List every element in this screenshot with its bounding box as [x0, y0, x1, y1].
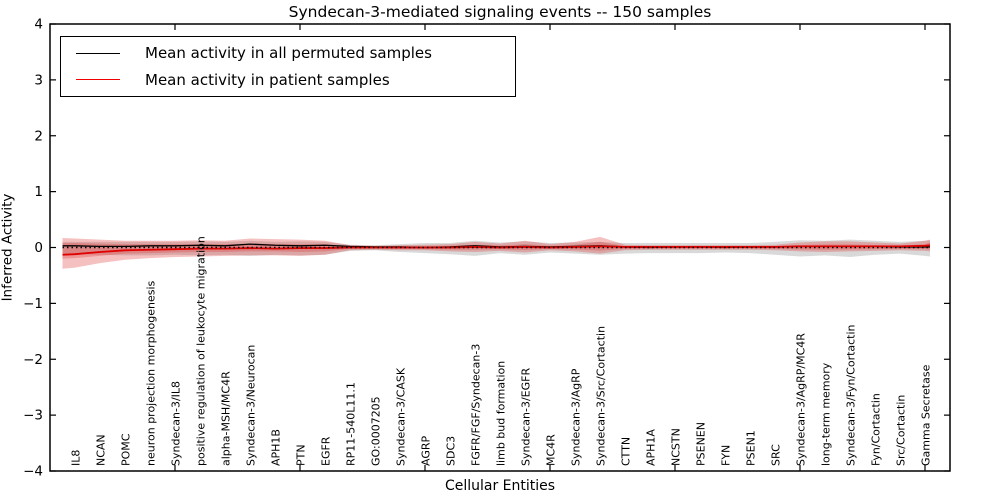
entity-label: Syndecan-3/AgRP [570, 368, 583, 466]
entity-label: PTN [295, 444, 308, 466]
entity-label: Syndecan-3/Fyn/Cortactin [845, 324, 858, 466]
y-tick-label: −1 [23, 296, 43, 312]
entity-label: neuron projection morphogenesis [145, 280, 158, 466]
legend-line-sample-black [76, 52, 120, 54]
entity-label: EGFR [320, 436, 333, 466]
entity-label: Gamma Secretase [920, 364, 933, 466]
legend-line-sample-red [76, 79, 120, 81]
x-axis-label: Cellular Entities [444, 478, 556, 494]
entity-label: RP11-540L11.1 [345, 382, 358, 466]
y-axis-label: Inferred Activity [0, 193, 16, 302]
chart-title: Syndecan-3-mediated signaling events -- … [288, 3, 712, 21]
entity-label: CTTN [620, 437, 633, 466]
entity-label: PSEN1 [745, 430, 758, 466]
entity-label: FGFR/FGF/Syndecan-3 [470, 344, 483, 466]
legend-label: Mean activity in all permuted samples [145, 44, 432, 63]
entity-label: Syndecan-3/CASK [395, 367, 408, 466]
legend-item-permuted: Mean activity in all permuted samples [61, 41, 515, 65]
y-tick-label: 4 [34, 17, 43, 33]
entity-label: IL8 [70, 450, 83, 466]
entity-label: Fyn/Cortactin [870, 393, 883, 466]
entity-label: POMC [120, 433, 133, 466]
band-0 [62, 239, 930, 257]
band-2 [62, 241, 930, 259]
entity-label: NCSTN [670, 428, 683, 466]
y-tick-label: −3 [23, 408, 43, 424]
y-tick-label: 1 [34, 184, 43, 200]
entity-label: limb bud formation [495, 361, 508, 466]
entity-label: SRC [770, 444, 783, 466]
entity-label: FYN [720, 445, 733, 466]
entity-label: SDC3 [445, 436, 458, 466]
entity-label: Syndecan-3/Neurocan [245, 345, 258, 466]
legend-item-patient: Mean activity in patient samples [61, 68, 515, 92]
entity-label: PSENEN [695, 422, 708, 466]
entity-label: APH1B [270, 429, 283, 466]
entity-label: Syndecan-3/AgRP/MC4R [795, 333, 808, 466]
entity-label: alpha-MSH/MC4R [220, 371, 233, 466]
entity-label: NCAN [95, 434, 108, 466]
y-tick-label: 2 [34, 128, 43, 144]
entity-label: Syndecan-3/Src/Cortactin [595, 326, 608, 466]
entity-label: GO:0007205 [370, 396, 383, 466]
entity-label: Syndecan-3/IL8 [170, 381, 183, 466]
y-tick-label: −2 [23, 352, 43, 368]
y-tick-label: 3 [34, 72, 43, 88]
entity-label: long-term memory [820, 362, 833, 466]
y-tick-label: 0 [34, 240, 43, 256]
entity-label: APH1A [645, 429, 658, 466]
entity-label: Src/Cortactin [895, 395, 908, 466]
legend: Mean activity in all permuted samples Me… [60, 36, 516, 97]
entity-label: AGRP [420, 436, 433, 466]
y-tick-label: −4 [23, 464, 43, 480]
entity-label: MC4R [545, 434, 558, 466]
entity-label: Syndecan-3/EGFR [520, 368, 533, 466]
entity-label: positive regulation of leukocyte migrati… [195, 236, 208, 466]
legend-label: Mean activity in patient samples [145, 70, 390, 89]
